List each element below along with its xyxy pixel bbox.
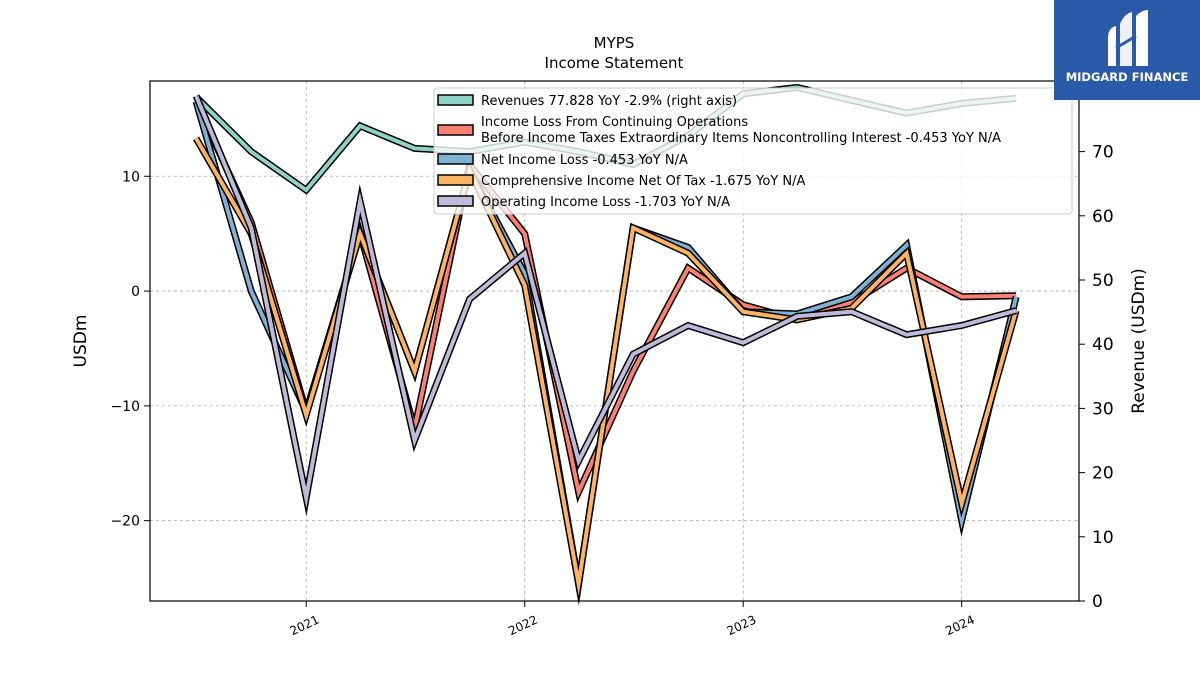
- legend-label-line2: Before Income Taxes Extraordinary Items …: [481, 131, 1001, 146]
- right-tick-label: 10: [1092, 528, 1114, 548]
- right-tick-label: 70: [1092, 143, 1114, 163]
- left-tick-label: 0: [131, 284, 140, 300]
- logo-text: MIDGARD FINANCE: [1065, 70, 1189, 84]
- right-tick-label: 40: [1092, 335, 1114, 355]
- plot-frame: [149, 80, 1080, 602]
- right-tick-label: 30: [1092, 399, 1114, 419]
- left-tick-label: 10: [122, 169, 140, 185]
- x-tick-label: 2022: [506, 613, 540, 639]
- legend-swatch: [437, 153, 474, 165]
- right-tick-label: 50: [1092, 271, 1114, 291]
- series-4-line: [192, 94, 1018, 517]
- legend-label: Revenues 77.828 YoY -2.9% (right axis): [481, 94, 737, 109]
- axes: 10 0 −10 −20 0 10 20 30 40 50 60 70 2021 2022 2023 2024: [110, 143, 1113, 639]
- right-tick-label: 0: [1092, 592, 1103, 612]
- left-tick-label: −10: [110, 399, 140, 415]
- legend-label: Comprehensive Income Net Of Tax -1.675 Y…: [481, 174, 806, 189]
- legend-label-line1: Income Loss From Continuing Operations: [481, 115, 748, 130]
- series-line-fill: [194, 95, 1017, 509]
- legend-swatch: [437, 195, 474, 207]
- legend-box: [433, 87, 1073, 215]
- logo-mark-icon: [1108, 10, 1148, 66]
- legend-swatch: [437, 94, 474, 106]
- legend-swatch: [437, 174, 474, 186]
- legend-label: Net Income Loss -0.453 YoY N/A: [481, 153, 688, 168]
- legend: Revenues 77.828 YoY -2.9% (right axis) In…: [433, 87, 1073, 215]
- x-tick-label: 2024: [943, 613, 977, 639]
- series-lines: [192, 83, 1020, 606]
- legend-label: Operating Income Loss -1.703 YoY N/A: [481, 195, 730, 210]
- right-tick-label: 60: [1092, 207, 1114, 227]
- brand-logo: MIDGARD FINANCE: [1054, 0, 1200, 100]
- legend-swatch: [437, 124, 474, 136]
- x-tick-label: 2021: [288, 613, 322, 639]
- chart-title: MYPS: [594, 34, 635, 52]
- x-tick-label: 2023: [725, 613, 759, 639]
- y-axis-label-left: USDm: [71, 315, 91, 368]
- right-tick-label: 20: [1092, 464, 1114, 484]
- left-tick-label: −20: [110, 514, 140, 530]
- chart-subtitle: Income Statement: [545, 54, 684, 72]
- y-axis-label-right: Revenue (USDm): [1129, 268, 1149, 414]
